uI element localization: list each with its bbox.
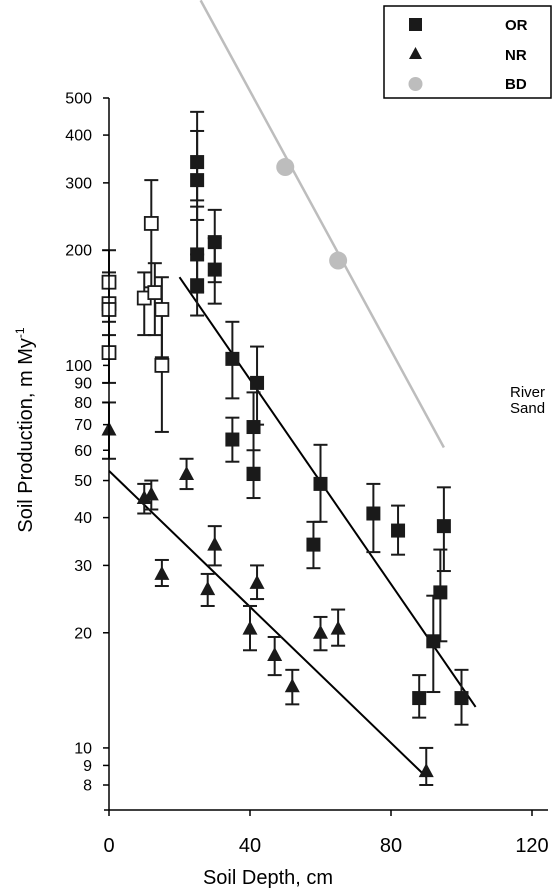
- point-nr-triangle: [313, 624, 328, 639]
- y-tick-label: 60: [74, 443, 92, 460]
- river-sand-annotation: River Sand: [510, 384, 545, 417]
- point-bd-circle: [329, 251, 348, 270]
- x-tick-label: 80: [380, 835, 402, 857]
- fit-line-or: [178, 276, 477, 708]
- point-or-square: [426, 634, 441, 649]
- y-tick-label: 20: [74, 625, 92, 642]
- fit-lines: [109, 0, 477, 778]
- x-tick-label: 40: [239, 835, 261, 857]
- fit-line-nr: [109, 470, 427, 778]
- point-or-square: [246, 420, 261, 435]
- y-axis-title-superscript: -1: [13, 327, 27, 338]
- data-markers: [101, 155, 469, 778]
- legend: OR NR BD: [383, 5, 552, 99]
- point-or-square: [454, 691, 469, 706]
- annotation-river: River: [510, 384, 545, 401]
- y-tick-label: 100: [65, 358, 92, 375]
- point-or-square: [225, 432, 240, 447]
- point-or-square: [225, 351, 240, 366]
- point-open-square: [154, 357, 170, 373]
- point-or-square: [313, 476, 328, 491]
- point-nr-triangle: [330, 620, 346, 635]
- x-axis-title: Soil Depth, cm: [203, 867, 333, 889]
- y-tick-label: 8: [83, 778, 92, 795]
- legend-or-label: OR: [505, 17, 528, 34]
- point-nr-triangle: [418, 763, 434, 778]
- y-axis-title-main: Soil Production, m My: [15, 338, 37, 533]
- y-tick-label: 200: [65, 243, 92, 260]
- point-open-square: [143, 216, 159, 231]
- point-nr-triangle: [200, 581, 216, 596]
- point-nr-triangle: [249, 574, 265, 589]
- y-tick-label: 500: [65, 91, 92, 108]
- error-bar-open: [144, 179, 159, 289]
- y-tick-label: 10: [74, 740, 92, 757]
- x-tick-label: 120: [515, 835, 548, 857]
- legend-bd-circle-icon: [408, 77, 423, 91]
- point-or-square: [306, 537, 321, 552]
- error-bars: [102, 110, 469, 786]
- point-or-square: [433, 585, 448, 600]
- legend-bd-label: BD: [505, 76, 527, 93]
- point-nr-triangle: [179, 466, 195, 481]
- x-ticks: 0 40 80 120: [103, 810, 549, 857]
- point-nr-triangle: [143, 486, 159, 501]
- point-or-square: [246, 467, 261, 482]
- point-nr-triangle: [242, 620, 258, 635]
- point-or-square: [366, 506, 381, 521]
- legend-nr-label: NR: [505, 47, 527, 64]
- point-or-square: [207, 262, 222, 277]
- y-axis-title: Soil Production, m My-1: [13, 327, 37, 533]
- y-tick-label: 50: [74, 473, 92, 490]
- y-tick-label: 70: [74, 417, 92, 434]
- point-or-square: [207, 235, 222, 250]
- fit-line-bd: [199, 0, 445, 449]
- axes: [104, 98, 548, 811]
- point-or-square: [190, 278, 205, 293]
- point-or-square: [391, 523, 406, 538]
- point-or-square: [190, 173, 205, 188]
- point-or-square: [190, 155, 205, 170]
- y-tick-label: 80: [74, 395, 92, 412]
- point-or-square: [412, 691, 427, 706]
- point-or-square: [250, 375, 265, 390]
- point-nr-triangle: [136, 490, 152, 505]
- point-or-square: [436, 519, 451, 534]
- point-nr-triangle: [267, 646, 283, 661]
- annotation-sand: Sand: [510, 400, 545, 417]
- point-bd-circle: [276, 158, 295, 177]
- y-tick-label: 30: [74, 558, 92, 575]
- error-bar-open: [154, 314, 169, 433]
- legend-or-square-icon: [409, 18, 422, 31]
- y-tick-label: 300: [65, 175, 92, 192]
- point-nr-triangle: [154, 565, 170, 580]
- y-tick-label: 400: [65, 128, 92, 145]
- point-nr-triangle: [207, 536, 223, 551]
- y-tick-label: 40: [74, 510, 92, 527]
- point-open-square: [154, 302, 170, 317]
- y-tick-label: 90: [74, 375, 92, 392]
- x-tick-label: 0: [103, 835, 114, 857]
- point-or-square: [190, 247, 205, 262]
- y-tick-label: 9: [83, 758, 92, 775]
- point-nr-triangle: [284, 678, 300, 693]
- point-open-square: [147, 285, 163, 300]
- legend-nr-triangle-icon: [409, 47, 422, 59]
